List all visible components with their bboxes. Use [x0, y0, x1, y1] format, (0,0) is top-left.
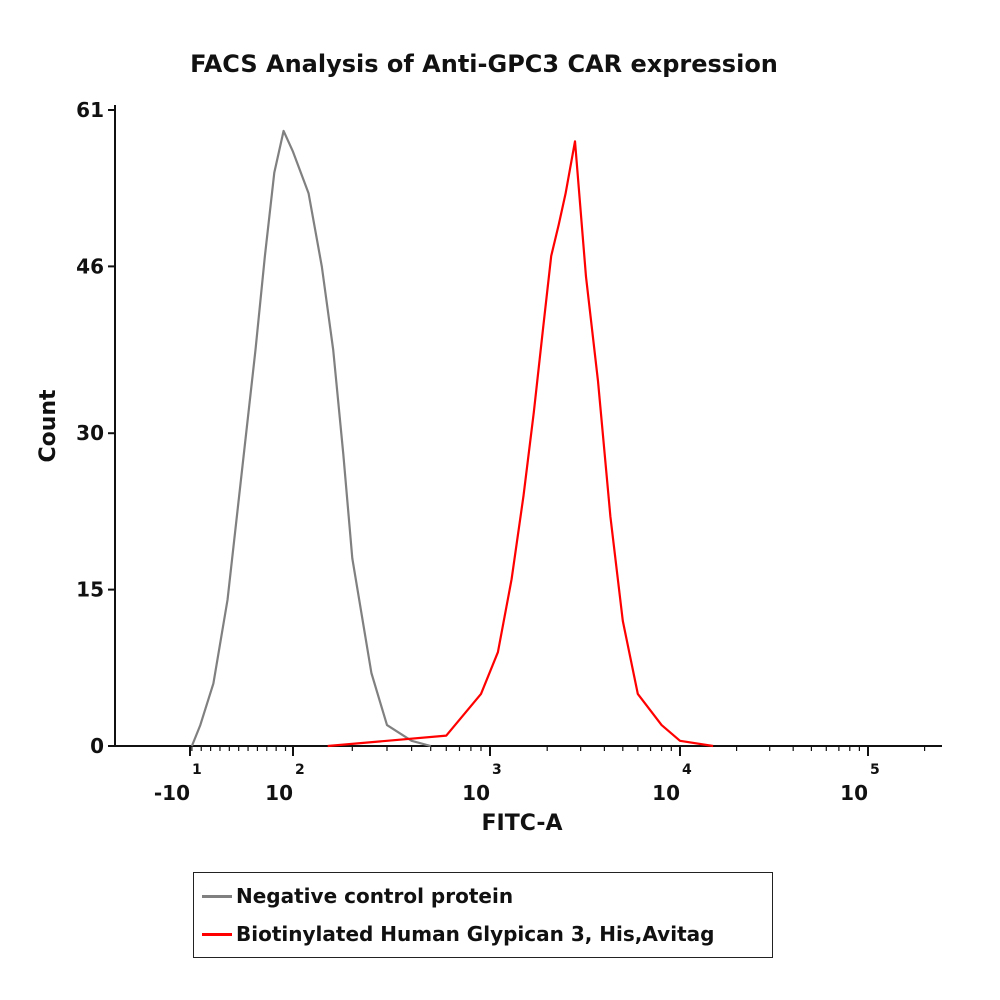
y-tick-label: 46 [76, 254, 104, 278]
legend: Negative control protein Biotinylated Hu… [193, 872, 773, 958]
x-tick-label: 10 [462, 781, 490, 805]
legend-item-glypican: Biotinylated Human Glypican 3, His,Avita… [202, 917, 714, 951]
x-tick-label: 10 [652, 781, 680, 805]
series-layer [190, 129, 714, 748]
legend-label: Biotinylated Human Glypican 3, His,Avita… [236, 922, 715, 946]
series-line-negative-control [190, 129, 431, 748]
chart-title: FACS Analysis of Anti-GPC3 CAR expressio… [190, 50, 778, 78]
y-tick-label: 0 [90, 734, 104, 758]
legend-item-negative-control: Negative control protein [202, 879, 513, 913]
x-axis-label: FITC-A [481, 811, 562, 836]
y-tick-label: 15 [76, 578, 104, 602]
legend-swatch-gray [202, 894, 232, 898]
facs-histogram-chart: FACS Analysis of Anti-GPC3 CAR expressio… [36, 50, 942, 836]
x-tick-exponent: 4 [682, 762, 692, 778]
x-tick-label: 10 [265, 781, 293, 805]
y-ticks: 0 15 30 46 61 [76, 98, 115, 758]
y-tick-label: 30 [76, 421, 104, 445]
y-tick-label: 61 [76, 98, 104, 122]
x-tick-exponent: 1 [192, 762, 202, 778]
y-axis-label: Count [36, 389, 61, 463]
series-line-glypican [327, 140, 714, 748]
x-tick-exponent: 2 [295, 762, 305, 778]
legend-swatch-red [202, 932, 232, 936]
x-tick-label: 10 [840, 781, 868, 805]
axes [114, 105, 942, 747]
x-tick-exponent: 3 [492, 762, 502, 778]
legend-label: Negative control protein [236, 884, 514, 908]
x-tick-exponent: 5 [870, 762, 880, 778]
x-tick-label: -10 [154, 781, 190, 805]
